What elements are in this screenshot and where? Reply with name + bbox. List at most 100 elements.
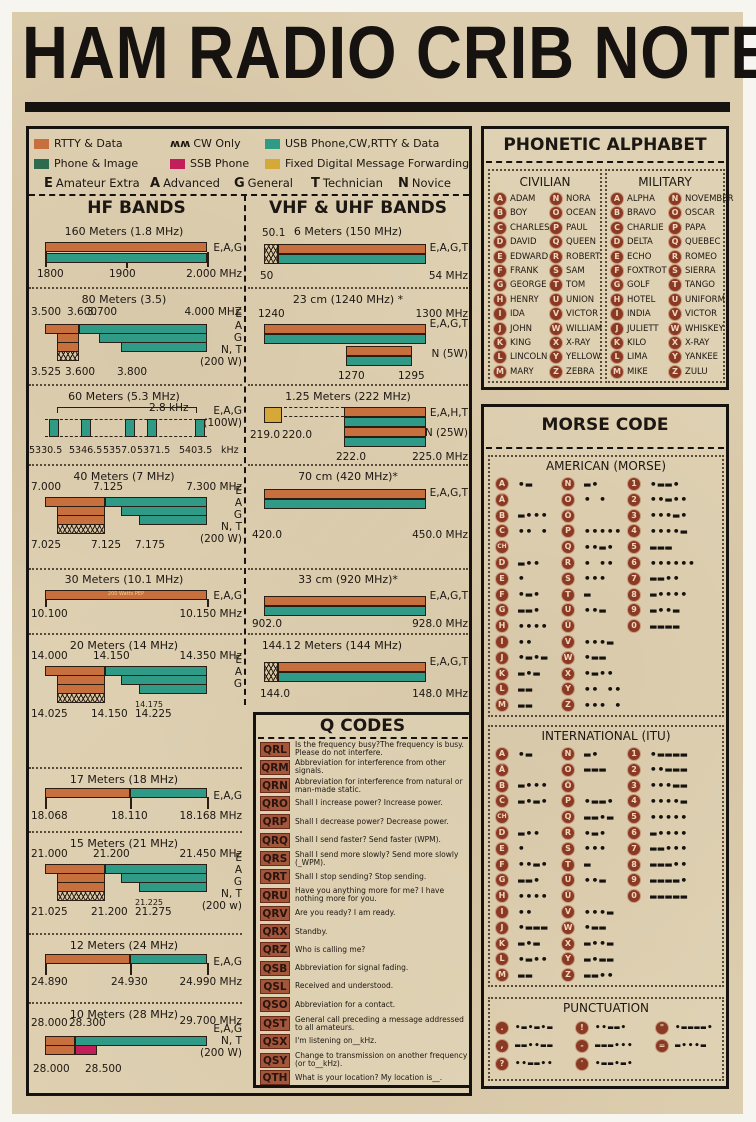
phonetic-word: X-RAY — [566, 338, 591, 348]
phonetic-word: EDWARD — [510, 251, 549, 262]
q-code-meaning: General call preceding a message address… — [295, 1014, 464, 1032]
phonetic-item: T TANGO — [669, 279, 715, 292]
morse-code-pattern: •• — [518, 635, 534, 649]
q-code-badge: QRU — [260, 887, 290, 903]
phonetic-word: LIMA — [627, 352, 648, 363]
channel-block — [49, 419, 59, 437]
letter-circle-icon: L — [496, 683, 508, 696]
letter-circle-icon: K — [611, 337, 623, 349]
morse-item: Ü — [562, 889, 584, 903]
q-code-badge: QRL — [260, 741, 290, 757]
rtty-bar — [45, 1045, 75, 1055]
phonetic-item: Y YELLOW — [550, 351, 601, 364]
morse-item: O ▬▬▬ — [562, 763, 607, 777]
letter-circle-icon: O — [550, 207, 562, 220]
freq-label: 3.600 — [65, 366, 96, 378]
license-label: E — [235, 308, 242, 320]
letter-circle-icon: 5 — [628, 541, 640, 554]
punctuation-item: ' •▬▬•▬• — [576, 1057, 634, 1071]
morse-item: I •• — [496, 905, 533, 919]
q-codes-divider — [258, 737, 468, 739]
license-label: E,A,G,T — [429, 242, 468, 254]
phonetic-word: SAM — [566, 266, 585, 276]
morse-code-pattern: ▬•••▬ — [675, 1041, 708, 1051]
morse-code-pattern: ▬• — [584, 747, 600, 761]
freq-label: 28.000 — [31, 1017, 68, 1029]
freq-label: 18.110 — [111, 810, 148, 822]
q-code-row: QRM Abbreviation for interference from ot… — [260, 759, 468, 775]
civilian-box: CIVILIAN A ADAM B BOY C CHARLES D DAVID E EDWARD F… — [488, 169, 602, 383]
q-code-badge: QSY — [260, 1052, 290, 1068]
morse-code-pattern: ••▬▬• — [595, 1023, 628, 1033]
freq-label: 28.500 — [85, 1063, 122, 1075]
letter-circle-icon: 4 — [628, 795, 640, 808]
license-advanced: A Advanced — [150, 176, 220, 191]
morse-item: T ▬ — [562, 858, 592, 872]
morse-item: O • • — [562, 493, 607, 507]
american-morse-title: AMERICAN (MORSE) — [545, 459, 667, 473]
license-label: N, T — [221, 888, 242, 900]
freq-label: 7.125 — [93, 481, 124, 493]
phonetic-word: TOM — [566, 280, 586, 291]
phonetic-item: Y YANKEE — [669, 351, 718, 364]
letter-circle-icon: Q — [562, 541, 574, 554]
freq-label: 28.300 — [69, 1017, 106, 1029]
freq-label: 148.0 MHz — [412, 688, 468, 700]
morse-item: Ü — [562, 619, 584, 633]
q-code-badge: QST — [260, 1016, 290, 1031]
letter-circle-icon: T — [669, 279, 681, 292]
usb-bar — [344, 417, 426, 427]
rtty-bar — [278, 662, 426, 672]
license-label: A — [234, 864, 242, 876]
freq-label: 220.0 — [282, 429, 313, 441]
phonetic-word: ALPHA — [627, 194, 655, 204]
morse-item: 3 •••▬▬ — [628, 779, 688, 793]
letter-circle-icon: D — [494, 236, 506, 249]
q-code-badge: QRX — [260, 924, 290, 939]
freq-label: 144.0 — [260, 688, 291, 700]
letter-circle-icon: 5 — [628, 811, 640, 824]
phonetic-item: Z ZULU — [669, 365, 708, 378]
punctuation-circle-icon: , — [496, 1040, 508, 1052]
morse-item: CH — [496, 810, 518, 824]
letter-circle-icon: J — [611, 322, 623, 335]
letter-circle-icon: Ü — [562, 890, 574, 903]
morse-item: 7 ▬▬•• — [628, 572, 681, 586]
phonetic-item: G GEORGE — [494, 279, 547, 292]
tick — [130, 963, 132, 975]
morse-item: H •••• — [496, 889, 549, 903]
channel-block — [81, 419, 91, 437]
rtty-bar: 200 Watts PEP — [45, 590, 207, 600]
hf-bands-title: HF BANDS — [87, 198, 186, 218]
morse-item: Y ▬•▬▬ — [562, 952, 615, 966]
phonetic-word: UNIFORM — [685, 294, 725, 305]
morse-item: L •▬•• — [496, 952, 549, 966]
letter-circle-icon: X — [669, 337, 681, 349]
green-swatch-icon — [34, 158, 49, 169]
phonetic-item: F FRANK — [494, 265, 538, 277]
q-code-row: QRN Abbreviation for interference from na… — [260, 777, 468, 794]
q-code-row: QRS Shall I send more slowly? Send more s… — [260, 850, 468, 867]
phonetic-item: E ECHO — [611, 250, 651, 263]
morse-item: Z ••• • — [562, 698, 622, 712]
morse-item: 6 •••••• — [628, 556, 696, 570]
usb-bar — [344, 437, 426, 447]
morse-code-pattern: •••▬▬ — [650, 779, 689, 793]
license-label: G — [233, 678, 242, 690]
morse-code-pattern: ••▬• — [584, 540, 615, 554]
morse-item: B ▬••• — [496, 779, 549, 793]
morse-item: 9 ▬▬▬▬• — [628, 873, 688, 887]
freq-label: 29.700 MHz — [179, 1015, 242, 1027]
letter-circle-icon: N — [550, 193, 562, 205]
phonetic-word: ROMEO — [685, 251, 717, 262]
letter-circle-icon: 0 — [628, 620, 640, 633]
freq-label: 3.600 — [67, 306, 98, 318]
letter-circle-icon: U — [669, 293, 681, 306]
morse-code-pattern: ▬•▬ — [518, 937, 541, 951]
letter-circle-icon: I — [494, 308, 506, 321]
freq-label: 14.000 — [31, 650, 68, 662]
license-label: N (25W) — [424, 427, 468, 439]
legend-phone-image: Phone & Image — [34, 157, 138, 170]
q-code-meaning: Shall I send faster? Send faster (WPM). — [295, 835, 441, 844]
letter-circle-icon: F — [494, 265, 506, 277]
